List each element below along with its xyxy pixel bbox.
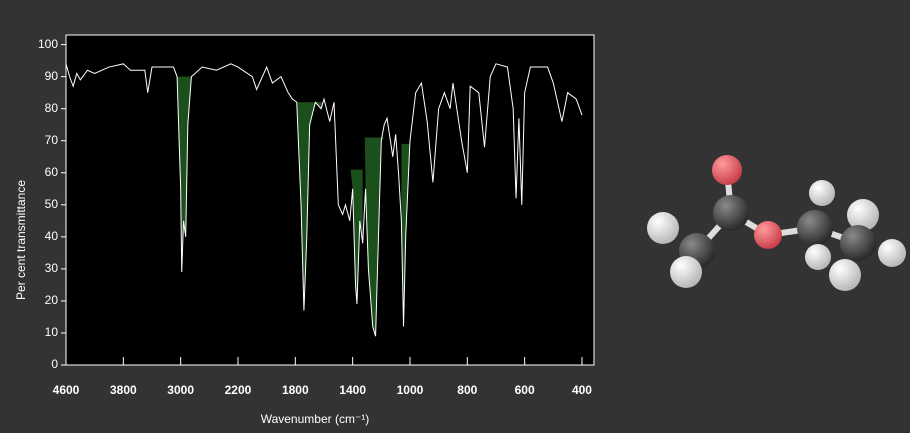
y-tick-label: 100 [38, 37, 58, 51]
y-tick-label: 60 [45, 165, 59, 179]
y-tick-label: 40 [45, 229, 59, 243]
y-tick-label: 50 [45, 197, 59, 211]
y-tick-label: 10 [45, 325, 59, 339]
y-tick-label: 70 [45, 133, 59, 147]
x-tick-label: 600 [515, 383, 535, 397]
x-tick-label: 2200 [225, 383, 252, 397]
y-tick-label: 0 [51, 357, 58, 371]
x-tick-label: 4600 [53, 383, 80, 397]
x-tick-label: 3800 [110, 383, 137, 397]
x-tick-label: 1400 [339, 383, 366, 397]
plot-area [66, 35, 594, 365]
y-tick-label: 30 [45, 261, 59, 275]
x-tick-label: 400 [572, 383, 592, 397]
y-tick-label: 80 [45, 101, 59, 115]
x-tick-label: 1000 [397, 383, 424, 397]
x-tick-label: 3000 [167, 383, 194, 397]
x-tick-label: 800 [457, 383, 477, 397]
x-tick-label: 1800 [282, 383, 309, 397]
y-tick-label: 90 [45, 69, 59, 83]
x-axis-label: Wavenumber (cm⁻¹) [261, 412, 370, 426]
y-axis-label: Per cent transmittance [14, 180, 28, 300]
y-tick-label: 20 [45, 293, 59, 307]
page: Per cent transmittance Wavenumber (cm⁻¹)… [0, 0, 910, 433]
